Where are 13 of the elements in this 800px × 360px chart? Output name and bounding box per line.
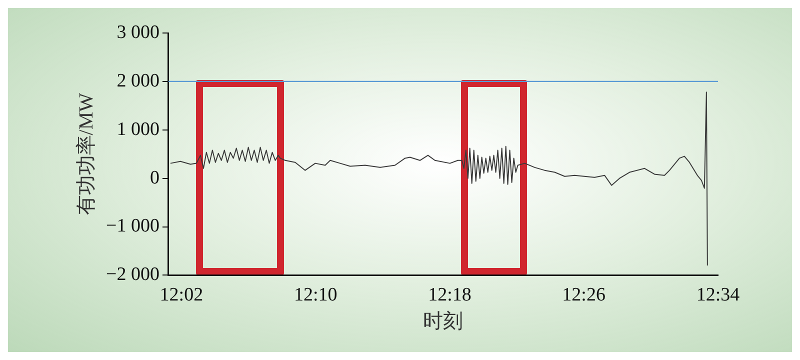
y-tick-label: −2 000 xyxy=(106,264,160,286)
x-tick-label: 12:34 xyxy=(696,284,740,306)
y-tick-label: 3 000 xyxy=(116,22,160,43)
y-axis-title: 有功功率/MW xyxy=(75,92,98,216)
x-tick-label: 12:26 xyxy=(562,284,606,306)
x-axis-title: 时刻 xyxy=(423,310,464,332)
y-tick-label: 2 000 xyxy=(116,70,160,92)
y-tick-label: −1 000 xyxy=(106,216,160,237)
x-tick-label: 12:18 xyxy=(428,284,472,306)
y-tick-label: 1 000 xyxy=(116,118,160,140)
y-tick-label: 0 xyxy=(150,167,160,188)
x-tick-label: 12:02 xyxy=(160,284,204,306)
x-tick-label: 12:10 xyxy=(294,284,338,306)
